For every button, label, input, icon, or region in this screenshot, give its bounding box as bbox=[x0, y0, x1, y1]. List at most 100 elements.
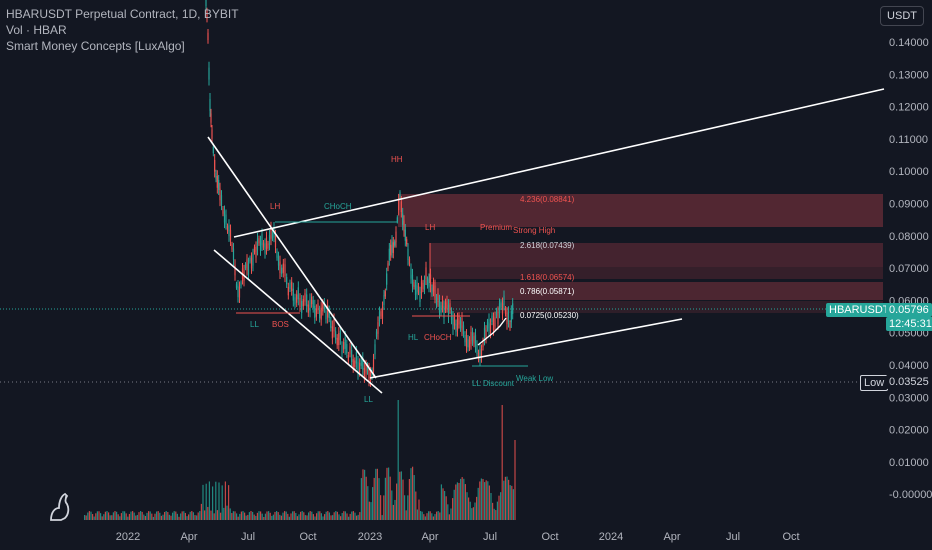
volume-bar bbox=[295, 512, 297, 520]
countdown-tag: 12:45:31 bbox=[886, 317, 932, 331]
volume-bar bbox=[434, 514, 436, 520]
volume-bar bbox=[292, 511, 294, 520]
candle-body bbox=[498, 303, 501, 314]
candle-body bbox=[507, 311, 510, 323]
candle-body bbox=[259, 240, 262, 251]
volume-bar bbox=[445, 496, 447, 520]
candle-body bbox=[464, 334, 466, 343]
volume-bar bbox=[93, 516, 95, 520]
candle-body bbox=[267, 243, 269, 249]
volume-bar bbox=[407, 495, 409, 520]
candle-body bbox=[238, 286, 241, 298]
candle-body bbox=[377, 322, 379, 334]
candle-body bbox=[483, 327, 486, 340]
volume-bar bbox=[146, 512, 148, 520]
candle-body bbox=[252, 254, 254, 266]
candle-body bbox=[268, 235, 271, 246]
candle-body bbox=[271, 231, 274, 238]
candle-body bbox=[349, 346, 351, 354]
candle-body bbox=[365, 364, 367, 374]
volume-bar bbox=[284, 511, 286, 520]
volume-bar bbox=[208, 481, 210, 520]
candle-body bbox=[317, 303, 319, 311]
candle-body bbox=[363, 367, 365, 378]
price-axis[interactable]: 0.14000 0.13000 0.12000 0.11000 0.10000 0.090… bbox=[889, 37, 932, 501]
volume-bar bbox=[511, 485, 513, 520]
candle-body bbox=[440, 305, 442, 313]
price-tick-label: 0.02000 bbox=[889, 425, 929, 437]
currency-button[interactable]: USDT bbox=[880, 6, 924, 26]
candle-body bbox=[250, 257, 253, 269]
price-tick-label: 0.09000 bbox=[889, 199, 929, 211]
candle-body bbox=[355, 351, 357, 364]
candle-body bbox=[262, 242, 265, 248]
tradingview-logo-icon[interactable] bbox=[47, 490, 73, 522]
candle-body bbox=[297, 287, 299, 300]
candle-body bbox=[456, 318, 459, 331]
volume-bar bbox=[287, 513, 289, 520]
candle-body bbox=[319, 309, 321, 319]
volume-bar bbox=[312, 514, 314, 520]
candle-body bbox=[240, 282, 242, 287]
candle-body bbox=[435, 297, 438, 305]
volume-bar bbox=[476, 496, 478, 520]
candle-body bbox=[380, 311, 382, 317]
time-tick-label: Oct bbox=[541, 531, 558, 543]
volume-bar bbox=[194, 515, 196, 520]
candle-body bbox=[206, 11, 208, 19]
candle-body bbox=[503, 295, 505, 306]
volume-bar bbox=[420, 511, 422, 520]
volume-bar bbox=[309, 511, 311, 520]
candle-body bbox=[437, 292, 439, 303]
candle-body bbox=[414, 284, 417, 296]
candle-body bbox=[465, 334, 468, 347]
volume-bar bbox=[360, 478, 362, 520]
volume-bar bbox=[333, 512, 335, 520]
symbol-title[interactable]: HBARUSDT Perpetual Contract, 1D, BYBIT bbox=[6, 7, 239, 21]
candle-body bbox=[249, 257, 251, 262]
volume-bar bbox=[239, 513, 241, 520]
candle-body bbox=[315, 308, 317, 317]
candle-body bbox=[410, 268, 412, 279]
candle-body bbox=[354, 360, 356, 367]
volume-bar bbox=[116, 511, 118, 520]
volume-bar bbox=[306, 515, 308, 520]
volume-bar bbox=[376, 468, 378, 520]
volume-bar bbox=[199, 511, 201, 520]
hl-label: HL bbox=[408, 333, 419, 342]
candle-body bbox=[411, 274, 414, 287]
volume-bar bbox=[205, 483, 207, 520]
candle-body bbox=[501, 303, 504, 315]
candle-body bbox=[444, 302, 447, 310]
volume-bar bbox=[298, 514, 300, 520]
volume-bar bbox=[124, 511, 126, 520]
candle-body bbox=[447, 305, 450, 318]
volume-bar bbox=[464, 484, 466, 520]
volume-bar bbox=[269, 512, 271, 520]
time-axis[interactable]: 2022 Apr Jul Oct 2023 Apr Jul Oct 2024 Apr Jul Oct bbox=[116, 531, 800, 543]
volume-indicator-label[interactable]: Vol · HBAR bbox=[6, 23, 67, 37]
volume-bar bbox=[508, 479, 510, 520]
volume-bar bbox=[391, 490, 393, 520]
volume-bar bbox=[509, 485, 511, 520]
candle-body bbox=[205, 0, 207, 7]
volume-bar bbox=[100, 513, 102, 520]
candle-body bbox=[237, 285, 239, 297]
volume-bar bbox=[104, 511, 106, 520]
candle-body bbox=[413, 282, 415, 288]
candle-body bbox=[253, 247, 256, 253]
fib-2618: 2.618(0.07439) bbox=[520, 241, 575, 250]
volume-bar bbox=[138, 512, 140, 520]
candle-body bbox=[392, 242, 394, 253]
candle-body bbox=[307, 304, 309, 313]
volume-bar bbox=[200, 503, 202, 520]
volume-bar bbox=[402, 479, 404, 520]
volume-bar bbox=[106, 511, 108, 520]
volume-bar bbox=[423, 514, 425, 520]
volume-bar bbox=[512, 489, 514, 520]
volume-bar bbox=[341, 513, 343, 520]
volume-bar bbox=[456, 482, 458, 520]
candle-body bbox=[291, 281, 293, 292]
smc-indicator-label[interactable]: Smart Money Concepts [LuxAlgo] bbox=[6, 39, 185, 53]
